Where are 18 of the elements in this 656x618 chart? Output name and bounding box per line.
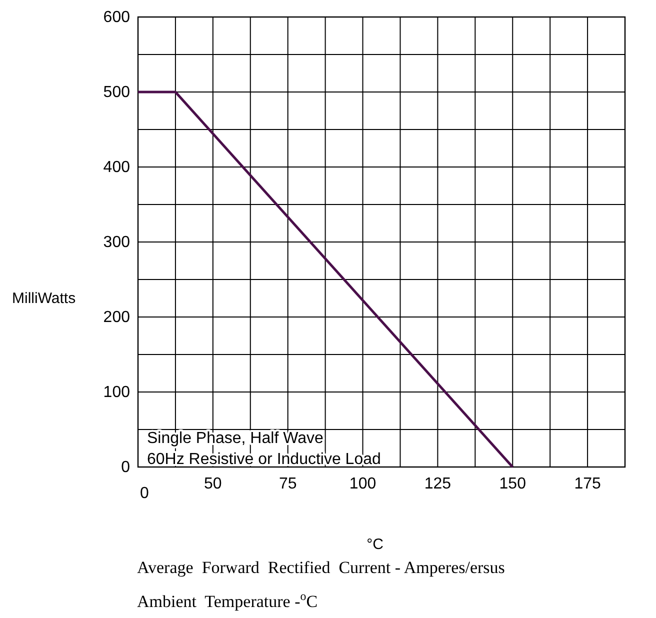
y-tick-label: 0 xyxy=(121,459,130,476)
x-axis-title: °C xyxy=(366,536,384,553)
y-tick-label: 400 xyxy=(103,159,130,176)
text: Average Forward Rectified Current - Amperes/ersus xyxy=(137,558,505,577)
x-tick-label: 125 xyxy=(424,475,452,492)
y-tick-label: 600 xyxy=(103,9,130,26)
x-tick-label: 175 xyxy=(574,475,601,492)
x-tick-label: 75 xyxy=(278,475,297,492)
y-tick-label: 300 xyxy=(103,234,130,252)
x-tick-label: 50 xyxy=(204,475,222,492)
text: Ambient Temperature -$^{o}$C xyxy=(137,589,318,611)
y-tick-label: 100 xyxy=(103,384,130,402)
x-tick-label: 100 xyxy=(349,475,376,492)
text: 0 xyxy=(140,485,149,502)
y-tick-label: 200 xyxy=(103,309,130,326)
x-tick-label: 150 xyxy=(499,475,526,492)
y-axis-title: MilliWatts xyxy=(12,290,76,307)
y-tick-label: 500 xyxy=(103,84,130,102)
